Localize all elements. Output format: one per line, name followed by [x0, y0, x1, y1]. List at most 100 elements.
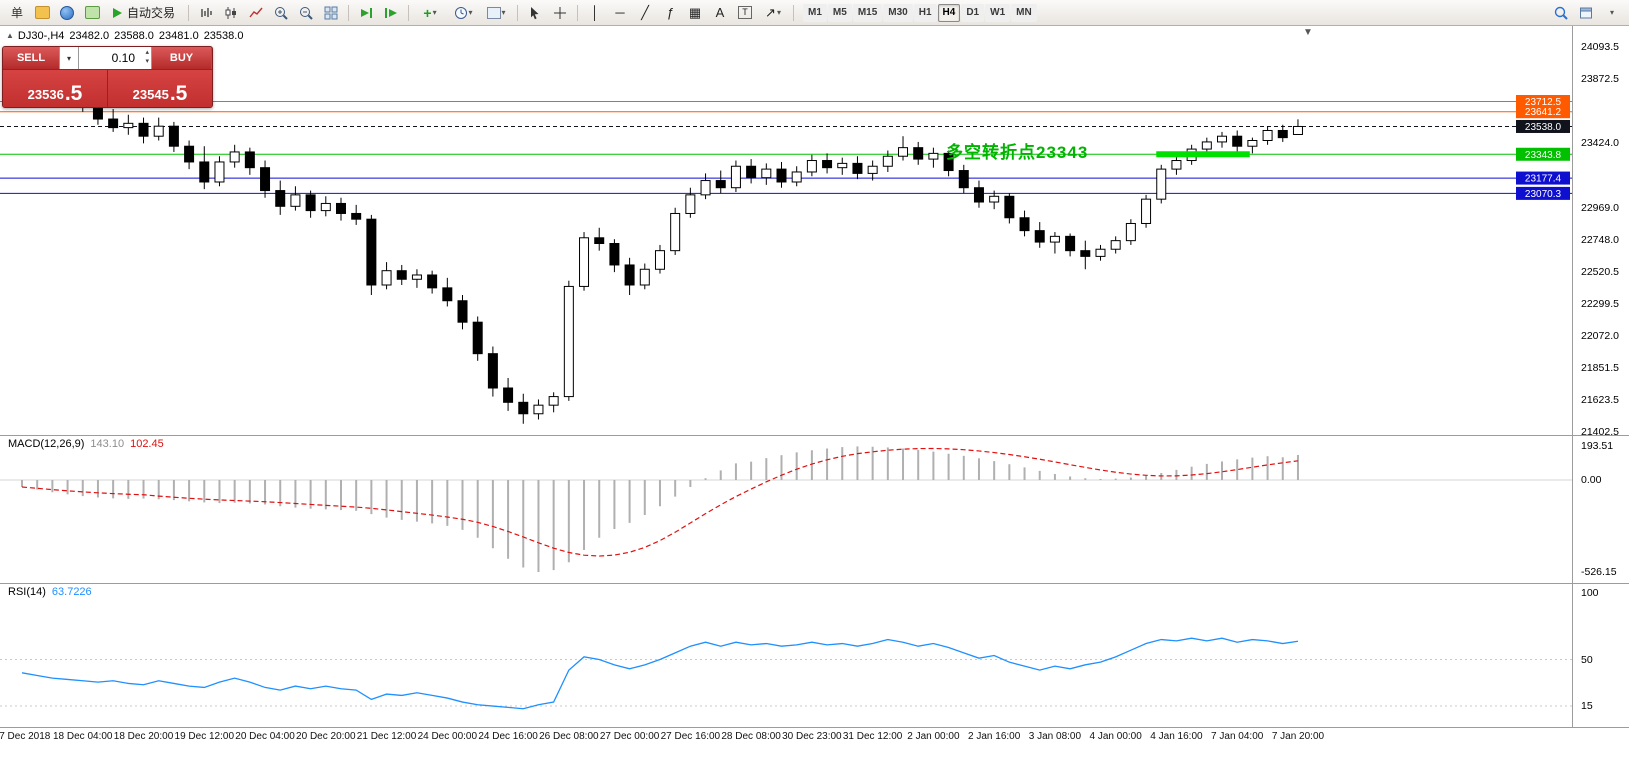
chevron-down-icon: ▾: [468, 8, 473, 17]
time-axis-label: 18 Dec 04:00: [53, 731, 113, 742]
toolbar-separator: [408, 4, 410, 21]
autotrading-button[interactable]: 自动交易: [105, 2, 183, 24]
toolbar-separator: [793, 4, 795, 21]
chart-ohlc-header: ▲ DJ30-,H4 23482.0 23588.0 23481.0 23538.0: [6, 30, 243, 42]
candlestick-icon[interactable]: [219, 2, 243, 24]
axis-tick: 21851.5: [1581, 361, 1619, 374]
arrows-tool-icon[interactable]: ↗ ▾: [758, 2, 788, 24]
one-click-controls-row: SELL ▾ 0.10 ▴ ▾ BUY: [3, 47, 212, 69]
time-axis-label: 24 Dec 16:00: [478, 731, 538, 742]
text-label-tool-icon[interactable]: T: [733, 2, 757, 24]
chevron-down-icon: ▾: [501, 8, 506, 17]
svg-text:23070.3: 23070.3: [1525, 189, 1562, 200]
axis-tick: 22969.0: [1581, 201, 1619, 214]
price-axis[interactable]: 24093.5 23872.5 23424.0 22969.0 22748.0 22520…: [1572, 26, 1629, 727]
volume-up-arrow[interactable]: ▴: [145, 49, 149, 56]
time-axis-label: 27 Dec 16:00: [660, 731, 721, 742]
cursor-icon[interactable]: [523, 2, 547, 24]
templates-glyph: [486, 6, 501, 19]
crosshair-icon[interactable]: [548, 2, 572, 24]
toolbar-separator: [188, 4, 190, 21]
macd-panel-separator[interactable]: [0, 435, 1629, 436]
axis-tick: 22072.0: [1581, 330, 1619, 343]
zoom-out-icon[interactable]: [294, 2, 318, 24]
time-axis-label: 7 Jan 20:00: [1271, 731, 1325, 742]
buy-button[interactable]: BUY: [152, 47, 211, 69]
bar-chart-icon[interactable]: [194, 2, 218, 24]
rsi-panel-plot[interactable]: [0, 584, 1572, 727]
navigator-icon[interactable]: [80, 2, 104, 24]
axis-tick: 21623.5: [1581, 394, 1619, 407]
line-chart-icon[interactable]: [244, 2, 268, 24]
axis-tick: -526.15: [1581, 566, 1617, 579]
indicators-icon[interactable]: + ▾: [414, 2, 446, 24]
chevron-down-icon: ▾: [432, 8, 437, 17]
toolbar-separator: [517, 4, 519, 21]
one-click-collapse-arrow[interactable]: ▲: [6, 31, 14, 40]
volume-down-arrow[interactable]: ▾: [145, 58, 149, 65]
zoom-in-icon[interactable]: [269, 2, 293, 24]
vertical-line-tool-icon[interactable]: │: [590, 5, 600, 20]
time-axis-separator: [0, 727, 1629, 728]
time-axis-label: 27 Dec 00:00: [599, 731, 660, 742]
fibonacci-tool-icon[interactable]: ƒ: [666, 5, 674, 20]
rsi-name: RSI(14): [8, 586, 46, 598]
timeframe-toolbar: M1 M5 M15 M30 H1 H4 D1 W1 MN: [803, 3, 1037, 22]
volume-dropdown[interactable]: ▾: [59, 47, 79, 69]
tile-windows-icon[interactable]: [319, 2, 343, 24]
timeframe-button-m30[interactable]: M30: [883, 3, 913, 22]
close-value: 23538.0: [203, 30, 244, 42]
volume-input[interactable]: 0.10 ▴ ▾: [79, 47, 152, 69]
timeframe-button-m1[interactable]: M1: [803, 3, 827, 22]
templates-icon[interactable]: ▾: [480, 2, 512, 24]
text-label-glyph: T: [738, 6, 753, 19]
search-icon[interactable]: [1549, 2, 1573, 24]
metaeditor-glyph: [34, 6, 50, 19]
svg-text:23712.5: 23712.5: [1525, 97, 1562, 108]
low-value: 23481.0: [158, 30, 199, 42]
sell-button[interactable]: SELL: [3, 47, 59, 69]
rsi-panel-separator[interactable]: [0, 583, 1629, 584]
time-axis-label: 30 Dec 23:00: [782, 731, 842, 742]
buy-price[interactable]: 23545 .5: [108, 70, 212, 107]
axis-tick: 100: [1581, 587, 1599, 599]
shapes-tool-icon[interactable]: ▦: [688, 4, 702, 20]
trendline-tool-icon[interactable]: ╱: [641, 4, 649, 20]
metaeditor-icon[interactable]: [30, 2, 54, 24]
text-tool-icon[interactable]: A: [715, 5, 725, 20]
timeframe-button-w1[interactable]: W1: [985, 3, 1011, 22]
new-order-icon[interactable]: 单: [10, 6, 23, 20]
timeframe-button-m5[interactable]: M5: [827, 3, 852, 22]
periods-icon[interactable]: ▾: [447, 2, 479, 24]
axis-tick: 22748.0: [1581, 233, 1619, 246]
timeframe-button-mn[interactable]: MN: [1011, 3, 1037, 22]
buy-price-main: 23545: [132, 87, 169, 102]
volume-stepper[interactable]: ▴ ▾: [145, 48, 149, 66]
rsi-value: 63.7226: [51, 586, 92, 598]
toolbar-separator: [348, 4, 350, 21]
timeframe-button-d1[interactable]: D1: [961, 3, 985, 22]
auto-scroll-icon[interactable]: [354, 2, 378, 24]
axis-tick: 22520.5: [1581, 266, 1619, 279]
axis-tick: 24093.5: [1581, 41, 1619, 53]
horizontal-line-tool-icon[interactable]: ─: [615, 5, 625, 20]
time-axis-label: 20 Dec 04:00: [235, 731, 295, 742]
toolbar-overflow-icon[interactable]: ▾: [1609, 8, 1614, 17]
chart-shift-icon[interactable]: [379, 2, 403, 24]
time-axis-label: 28 Dec 08:00: [721, 731, 781, 742]
market-watch-icon[interactable]: [55, 2, 79, 24]
timeframe-button-h1[interactable]: H1: [913, 3, 937, 22]
chart-annotation: 多空转折点23343: [946, 143, 1089, 162]
new-window-icon[interactable]: [1574, 2, 1598, 24]
chart-shift-marker[interactable]: ▼: [1303, 27, 1313, 38]
timeframe-button-m15[interactable]: M15: [852, 3, 883, 22]
sell-price[interactable]: 23536 .5: [3, 70, 108, 107]
one-click-prices-row: 23536 .5 23545 .5: [3, 69, 212, 107]
axis-tick: 193.51: [1581, 440, 1614, 453]
timeframe-button-h4[interactable]: H4: [937, 3, 961, 22]
macd-signal-value: 102.45: [130, 438, 164, 450]
macd-panel-plot[interactable]: [0, 436, 1572, 583]
axis-tick: 0.00: [1581, 474, 1602, 486]
